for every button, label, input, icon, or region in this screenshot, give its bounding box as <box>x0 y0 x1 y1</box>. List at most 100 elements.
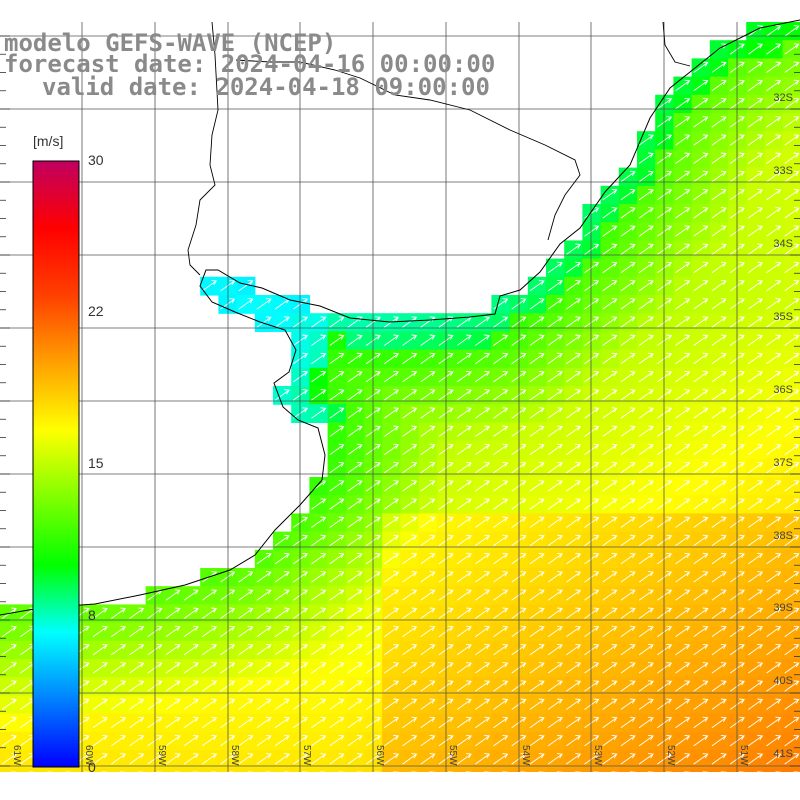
wind-arrow <box>47 771 54 772</box>
wind-arrow <box>493 498 509 510</box>
wind-arrow <box>711 152 727 164</box>
wind-arrow <box>602 461 618 474</box>
wind-arrow <box>92 716 108 729</box>
wind-arrow <box>784 425 800 437</box>
wind-arrow <box>784 334 800 346</box>
wind-arrow <box>347 680 363 692</box>
wind-arrow <box>420 753 436 765</box>
wind-arrow <box>775 771 782 772</box>
wind-arrow <box>638 753 654 765</box>
lat-label: 40S <box>773 675 793 687</box>
wind-arrow <box>602 589 618 601</box>
wind-arrow <box>220 680 236 692</box>
wind-arrow <box>493 662 509 674</box>
wind-arrow <box>493 625 509 638</box>
wind-arrow <box>311 698 327 710</box>
wind-arrow <box>711 97 727 110</box>
wind-arrow <box>311 498 327 510</box>
wind-arrow <box>748 480 764 492</box>
wind-arrow <box>675 425 691 437</box>
wind-arrow <box>620 516 636 528</box>
wind-arrow <box>529 316 545 328</box>
wind-arrow <box>620 188 636 201</box>
wind-arrow <box>347 443 363 456</box>
wind-arrow <box>111 662 127 674</box>
lon-label: 60W <box>83 745 94 766</box>
wind-arrow <box>1 662 17 674</box>
lat-label: 37S <box>773 457 793 469</box>
wind-arrow <box>547 552 563 565</box>
wind-arrow <box>766 152 782 164</box>
field-cell <box>728 768 747 772</box>
wind-arrow <box>784 79 800 92</box>
wind-arrow <box>638 334 654 346</box>
wind-arrow <box>711 61 727 73</box>
wind-arrow <box>711 461 727 474</box>
wind-arrow <box>766 116 782 128</box>
wind-arrow <box>347 698 363 710</box>
wind-arrow <box>347 534 363 547</box>
wind-arrow <box>402 461 418 474</box>
wind-arrow <box>547 425 563 437</box>
wind-arrow <box>420 334 436 346</box>
wind-arrow <box>238 589 254 601</box>
wind-arrow <box>566 425 582 437</box>
wind-arrow <box>748 298 764 310</box>
wind-arrow <box>329 443 345 456</box>
wind-arrow <box>620 589 636 601</box>
wind-arrow <box>620 571 636 583</box>
wind-arrow <box>29 771 36 772</box>
wind-arrow <box>384 552 400 565</box>
wind-arrow <box>220 298 236 310</box>
wind-arrow <box>347 516 363 528</box>
wind-arrow <box>693 753 709 765</box>
wind-arrow <box>193 771 199 772</box>
wind-arrow <box>675 207 691 219</box>
wind-arrow <box>748 97 764 110</box>
wind-arrow <box>675 389 691 401</box>
latitude-labels: 32S 33S 34S 35S 36S 37S 38S 39S 40S 41S <box>773 92 793 760</box>
wind-arrow <box>329 753 345 765</box>
wind-arrow <box>384 571 400 583</box>
wind-arrow <box>284 771 290 772</box>
wind-arrow <box>566 516 582 528</box>
wind-arrow <box>575 771 582 772</box>
wind-arrow <box>183 753 199 765</box>
wind-arrow <box>475 680 491 692</box>
wind-arrow <box>256 625 272 638</box>
wind-arrow <box>347 480 363 492</box>
wind-arrow <box>748 516 764 528</box>
wind-arrow <box>566 607 582 619</box>
wind-arrow <box>620 334 636 346</box>
wind-arrow <box>456 552 472 565</box>
wind-arrow <box>547 643 563 656</box>
wind-arrow <box>502 771 509 772</box>
wind-arrow <box>402 407 418 419</box>
wind-arrow <box>693 425 709 437</box>
wind-arrow <box>402 589 418 601</box>
wind-arrow <box>183 680 199 692</box>
wind-arrow <box>311 589 327 601</box>
wind-arrow <box>456 334 472 346</box>
wind-arrow <box>347 571 363 583</box>
wind-arrow <box>620 498 636 510</box>
wind-arrow <box>529 734 545 747</box>
wind-arrow <box>329 571 345 583</box>
lon-label: 59W <box>156 745 167 766</box>
wind-arrow <box>638 407 654 419</box>
wind-arrow <box>402 443 418 456</box>
wind-arrow <box>165 734 181 747</box>
wind-arrow <box>529 516 545 528</box>
wind-arrow <box>675 298 691 310</box>
wind-arrow <box>547 571 563 583</box>
wind-arrow <box>766 61 782 73</box>
lon-label: 57W <box>301 745 312 766</box>
field-cell <box>236 768 256 772</box>
wind-arrow <box>784 716 800 729</box>
wind-arrow <box>456 662 472 674</box>
wind-arrow <box>256 571 272 583</box>
wind-arrow <box>784 298 800 310</box>
wind-arrow <box>711 279 727 292</box>
wind-arrow <box>547 298 563 310</box>
wind-arrow <box>475 352 491 365</box>
